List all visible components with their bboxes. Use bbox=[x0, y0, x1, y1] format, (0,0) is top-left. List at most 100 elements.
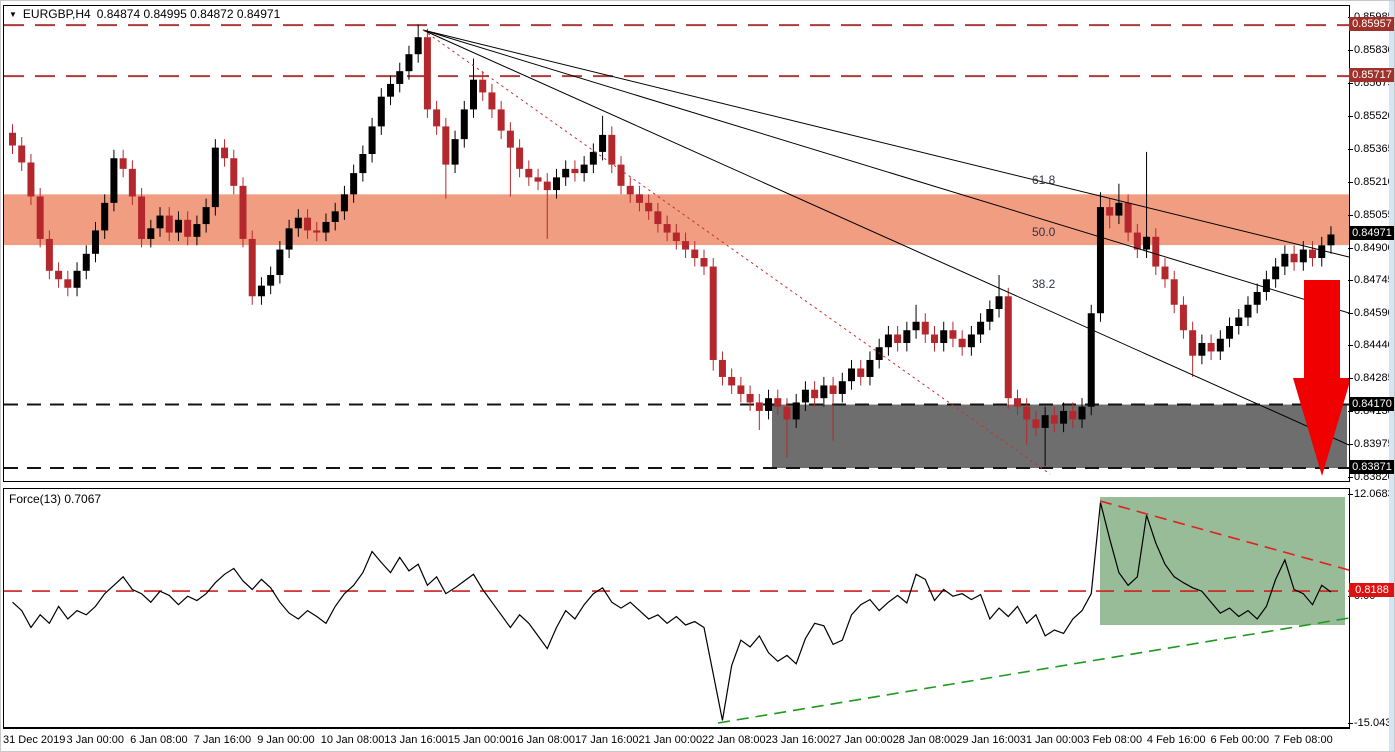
force-index-panel[interactable] bbox=[3, 488, 1350, 729]
time-axis-label: 21 Jan 00:00 bbox=[638, 734, 703, 746]
candle-body bbox=[128, 168, 136, 197]
candle-body bbox=[626, 185, 634, 195]
candle-body bbox=[1216, 338, 1224, 352]
price-badge: 0.83871 bbox=[1349, 460, 1394, 475]
candle-body bbox=[267, 275, 275, 286]
price-axis-label: 0.85520 bbox=[1348, 109, 1394, 122]
down-arrow[interactable] bbox=[1293, 280, 1349, 476]
price-axis-label: 0.85365 bbox=[1348, 142, 1394, 155]
candle-body bbox=[1161, 266, 1169, 280]
candle-body bbox=[414, 37, 422, 55]
candle-body bbox=[995, 296, 1003, 310]
candle-body bbox=[377, 96, 385, 127]
time-axis-label: 13 Jan 16:00 bbox=[384, 734, 448, 746]
candle-body bbox=[396, 71, 404, 84]
support-zone bbox=[772, 404, 1347, 469]
candle-body bbox=[119, 158, 127, 169]
candle-body bbox=[1290, 253, 1298, 263]
candle-body bbox=[506, 130, 514, 148]
trendline[interactable] bbox=[422, 29, 1349, 446]
trendline[interactable] bbox=[422, 29, 1349, 314]
time-axis-label: 7 Feb 08:00 bbox=[1274, 734, 1333, 746]
indicator-trendline[interactable] bbox=[717, 617, 1349, 724]
price-axis-label: 0.84590 bbox=[1348, 307, 1394, 320]
candle-body bbox=[986, 309, 994, 322]
trendline[interactable] bbox=[422, 29, 1349, 258]
price-axis-label: 0.84745 bbox=[1348, 274, 1394, 287]
symbol-dropdown-icon[interactable]: ▼ bbox=[9, 10, 17, 19]
candle-body bbox=[147, 228, 155, 239]
price-badge: 0.84170 bbox=[1349, 396, 1394, 411]
candle-body bbox=[1299, 249, 1307, 263]
candle-body bbox=[525, 168, 533, 178]
price-axis-label: 0.84900 bbox=[1348, 241, 1394, 254]
price-chart-canvas[interactable]: 61.8 50.0 38.2 bbox=[4, 6, 1349, 481]
candle-body bbox=[257, 285, 265, 297]
candle-body bbox=[276, 249, 284, 276]
price-chart-panel[interactable]: 61.8 50.0 38.2 bbox=[3, 5, 1350, 482]
candle-body bbox=[608, 134, 616, 165]
candle-body bbox=[709, 266, 717, 360]
candle-body bbox=[156, 215, 164, 229]
candle-body bbox=[1013, 398, 1021, 407]
candle-body bbox=[331, 211, 339, 222]
candle-body bbox=[921, 321, 929, 335]
candle-body bbox=[18, 145, 26, 163]
candle-body bbox=[221, 147, 229, 159]
candle-body bbox=[497, 109, 505, 131]
indicator-trendline[interactable] bbox=[1099, 500, 1349, 571]
price-axis-label: 0.84285 bbox=[1348, 372, 1394, 385]
time-axis-label: 31 Dec 2019 bbox=[3, 734, 66, 746]
candle-body bbox=[91, 230, 99, 254]
candle-body bbox=[110, 158, 118, 203]
time-axis-label: 10 Jan 08:00 bbox=[320, 734, 385, 746]
candle-body bbox=[617, 164, 625, 186]
candle-body bbox=[912, 321, 920, 331]
candle-body bbox=[405, 54, 413, 72]
candle-body bbox=[977, 321, 985, 335]
candle-body bbox=[635, 194, 643, 203]
candle-body bbox=[682, 241, 690, 250]
candle-body bbox=[1309, 249, 1317, 259]
candle-body bbox=[783, 406, 791, 420]
price-axis-label: 0.84440 bbox=[1348, 339, 1394, 352]
candle-body bbox=[322, 221, 330, 233]
time-axis-label: 16 Jan 08:00 bbox=[511, 734, 576, 746]
candle-body bbox=[700, 258, 708, 267]
time-axis-label: 27 Jan 00:00 bbox=[829, 734, 893, 746]
candle-body bbox=[230, 158, 238, 186]
candle-body bbox=[848, 368, 856, 382]
candle-body bbox=[64, 279, 72, 288]
candle-body bbox=[967, 334, 975, 348]
indicator-axis-label: -15.043 bbox=[1347, 716, 1392, 729]
candle-body bbox=[516, 147, 524, 169]
candle-body bbox=[552, 177, 560, 191]
candle-body bbox=[294, 217, 302, 229]
candle-body bbox=[359, 153, 367, 174]
candle-body bbox=[755, 402, 763, 411]
candle-body bbox=[940, 330, 948, 343]
candle-body bbox=[645, 202, 653, 212]
trendline[interactable] bbox=[422, 29, 1051, 475]
time-axis-label: 3 Feb 08:00 bbox=[1083, 734, 1143, 746]
candle-body bbox=[829, 385, 837, 394]
candle-body bbox=[931, 334, 938, 343]
force-index-canvas[interactable] bbox=[4, 489, 1349, 727]
candle-body bbox=[866, 359, 874, 377]
candle-body bbox=[1170, 279, 1178, 305]
time-axis-label: 23 Jan 16:00 bbox=[765, 734, 830, 746]
candle-body bbox=[313, 230, 321, 233]
candle-body bbox=[1152, 236, 1160, 267]
candle-body bbox=[73, 270, 81, 288]
candle-body bbox=[1060, 410, 1068, 424]
candle-body bbox=[1115, 202, 1123, 216]
candle-body bbox=[1253, 292, 1261, 305]
candle-body bbox=[193, 224, 201, 237]
candle-body bbox=[589, 151, 597, 165]
candle-body bbox=[174, 219, 182, 233]
candle-body bbox=[894, 334, 902, 343]
candle-body bbox=[663, 224, 671, 233]
time-axis-label: 29 Jan 16:00 bbox=[956, 734, 1020, 746]
candle-body bbox=[368, 126, 376, 154]
